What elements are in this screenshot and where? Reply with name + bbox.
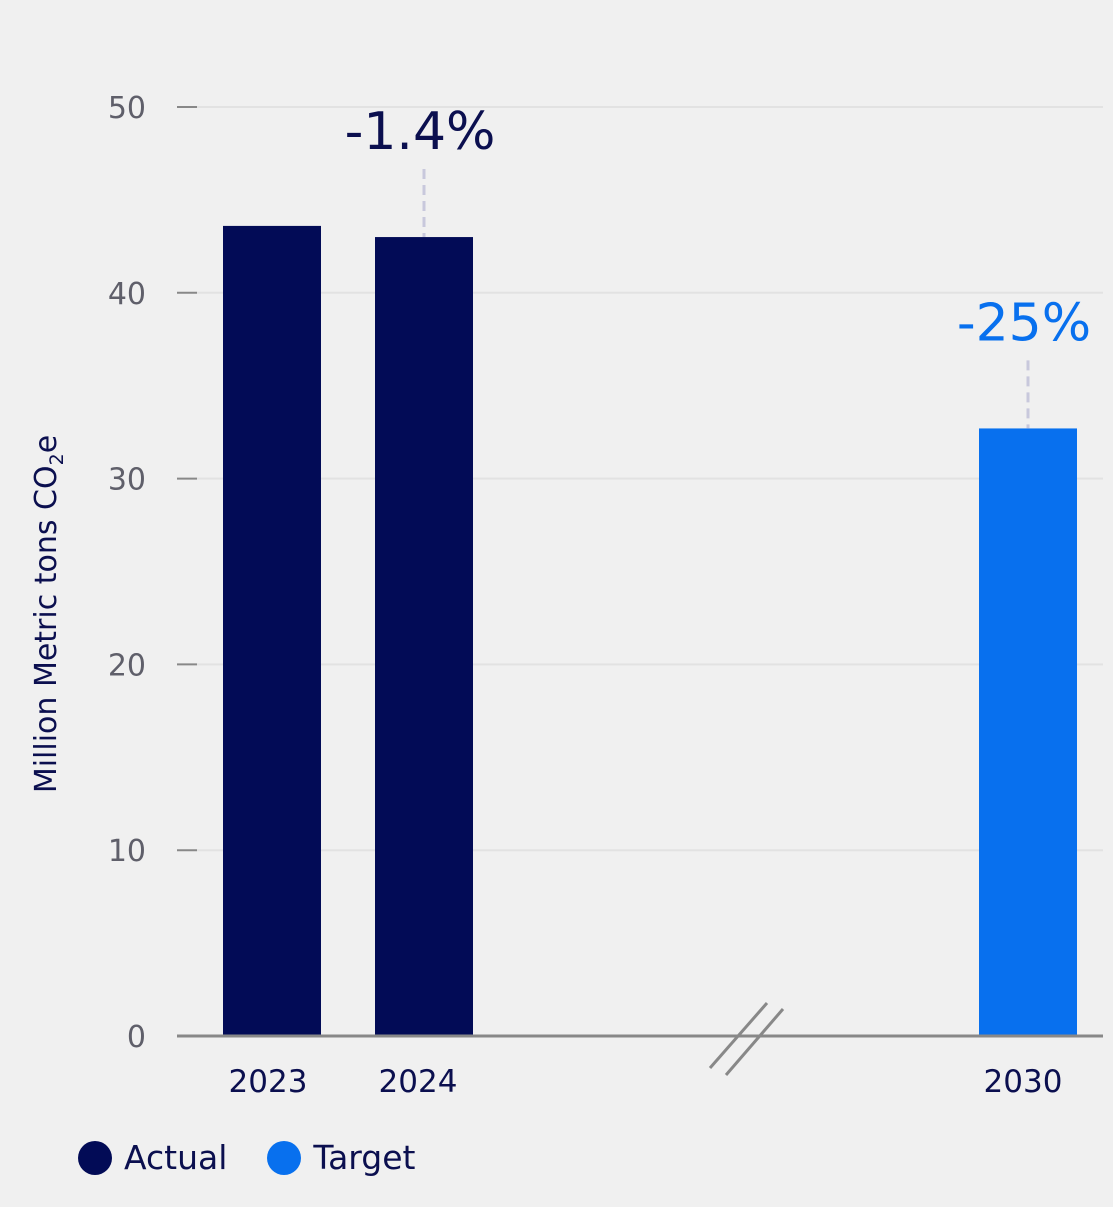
y-tick-label: 30 <box>108 463 146 498</box>
y-axis-ticks: 0 10 20 30 40 50 <box>108 91 197 1055</box>
axis-break-mark <box>708 1002 785 1076</box>
x-tick-label-2023: 2023 <box>229 1064 308 1100</box>
x-axis-labels: 2023 2024 2030 <box>229 1064 1063 1100</box>
break-slash <box>724 1008 785 1076</box>
legend-item-target: Target <box>267 1138 415 1177</box>
x-tick-label-2024: 2024 <box>379 1064 458 1100</box>
y-tick-label: 20 <box>108 648 146 683</box>
bar-2023 <box>223 225 321 1037</box>
legend-item-actual: Actual <box>78 1138 227 1177</box>
legend: Actual Target <box>78 1138 415 1177</box>
y-axis-label: Million Metric tons CO2e <box>29 435 68 793</box>
y-tick-label: 40 <box>108 277 146 312</box>
break-slash <box>708 1002 769 1069</box>
annotation-2030: -25% <box>957 293 1091 353</box>
x-tick-label-2030: 2030 <box>984 1064 1063 1100</box>
legend-label-actual: Actual <box>124 1138 228 1177</box>
y-tick-label: 10 <box>108 834 146 869</box>
bar-2030 <box>979 428 1077 1037</box>
bar-2024 <box>375 237 473 1036</box>
annotation-connectors <box>422 169 1030 429</box>
annotation-2024: -1.4% <box>345 102 496 162</box>
grid-lines <box>197 106 1103 852</box>
y-tick-label: 0 <box>127 1020 146 1055</box>
legend-label-target: Target <box>313 1138 416 1177</box>
legend-swatch-actual <box>78 1140 112 1175</box>
legend-swatch-target <box>267 1140 302 1175</box>
bars <box>223 225 1077 1037</box>
y-tick-label: 50 <box>108 91 146 126</box>
annotations: -1.4% -25% <box>345 102 1092 353</box>
